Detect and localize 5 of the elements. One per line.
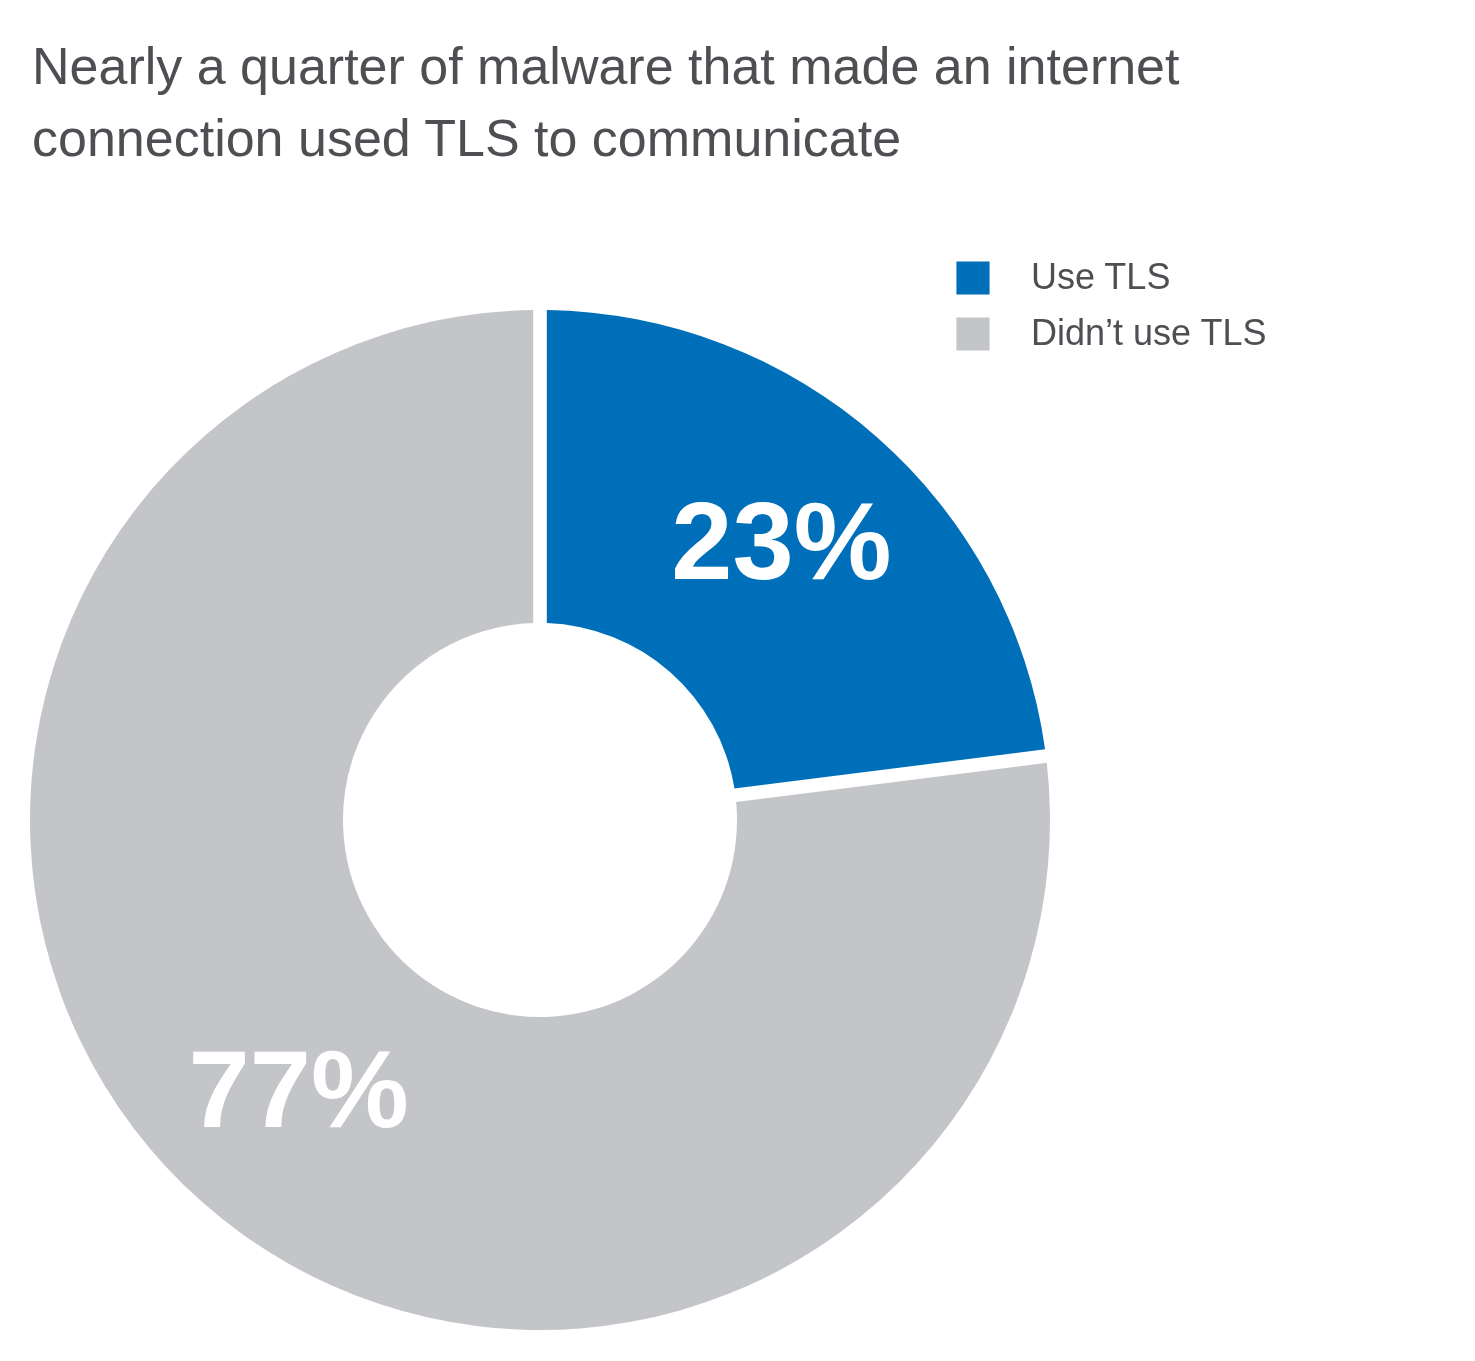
data-label: 23%	[671, 479, 892, 603]
data-label: 77%	[188, 1026, 409, 1150]
chart-title: Nearly a quarter of malware that made an internet connection used TLS to communicate	[32, 36, 1181, 169]
legend-label: Didn’t use TLS	[1031, 312, 1267, 353]
legend-label: Use TLS	[1031, 256, 1171, 297]
